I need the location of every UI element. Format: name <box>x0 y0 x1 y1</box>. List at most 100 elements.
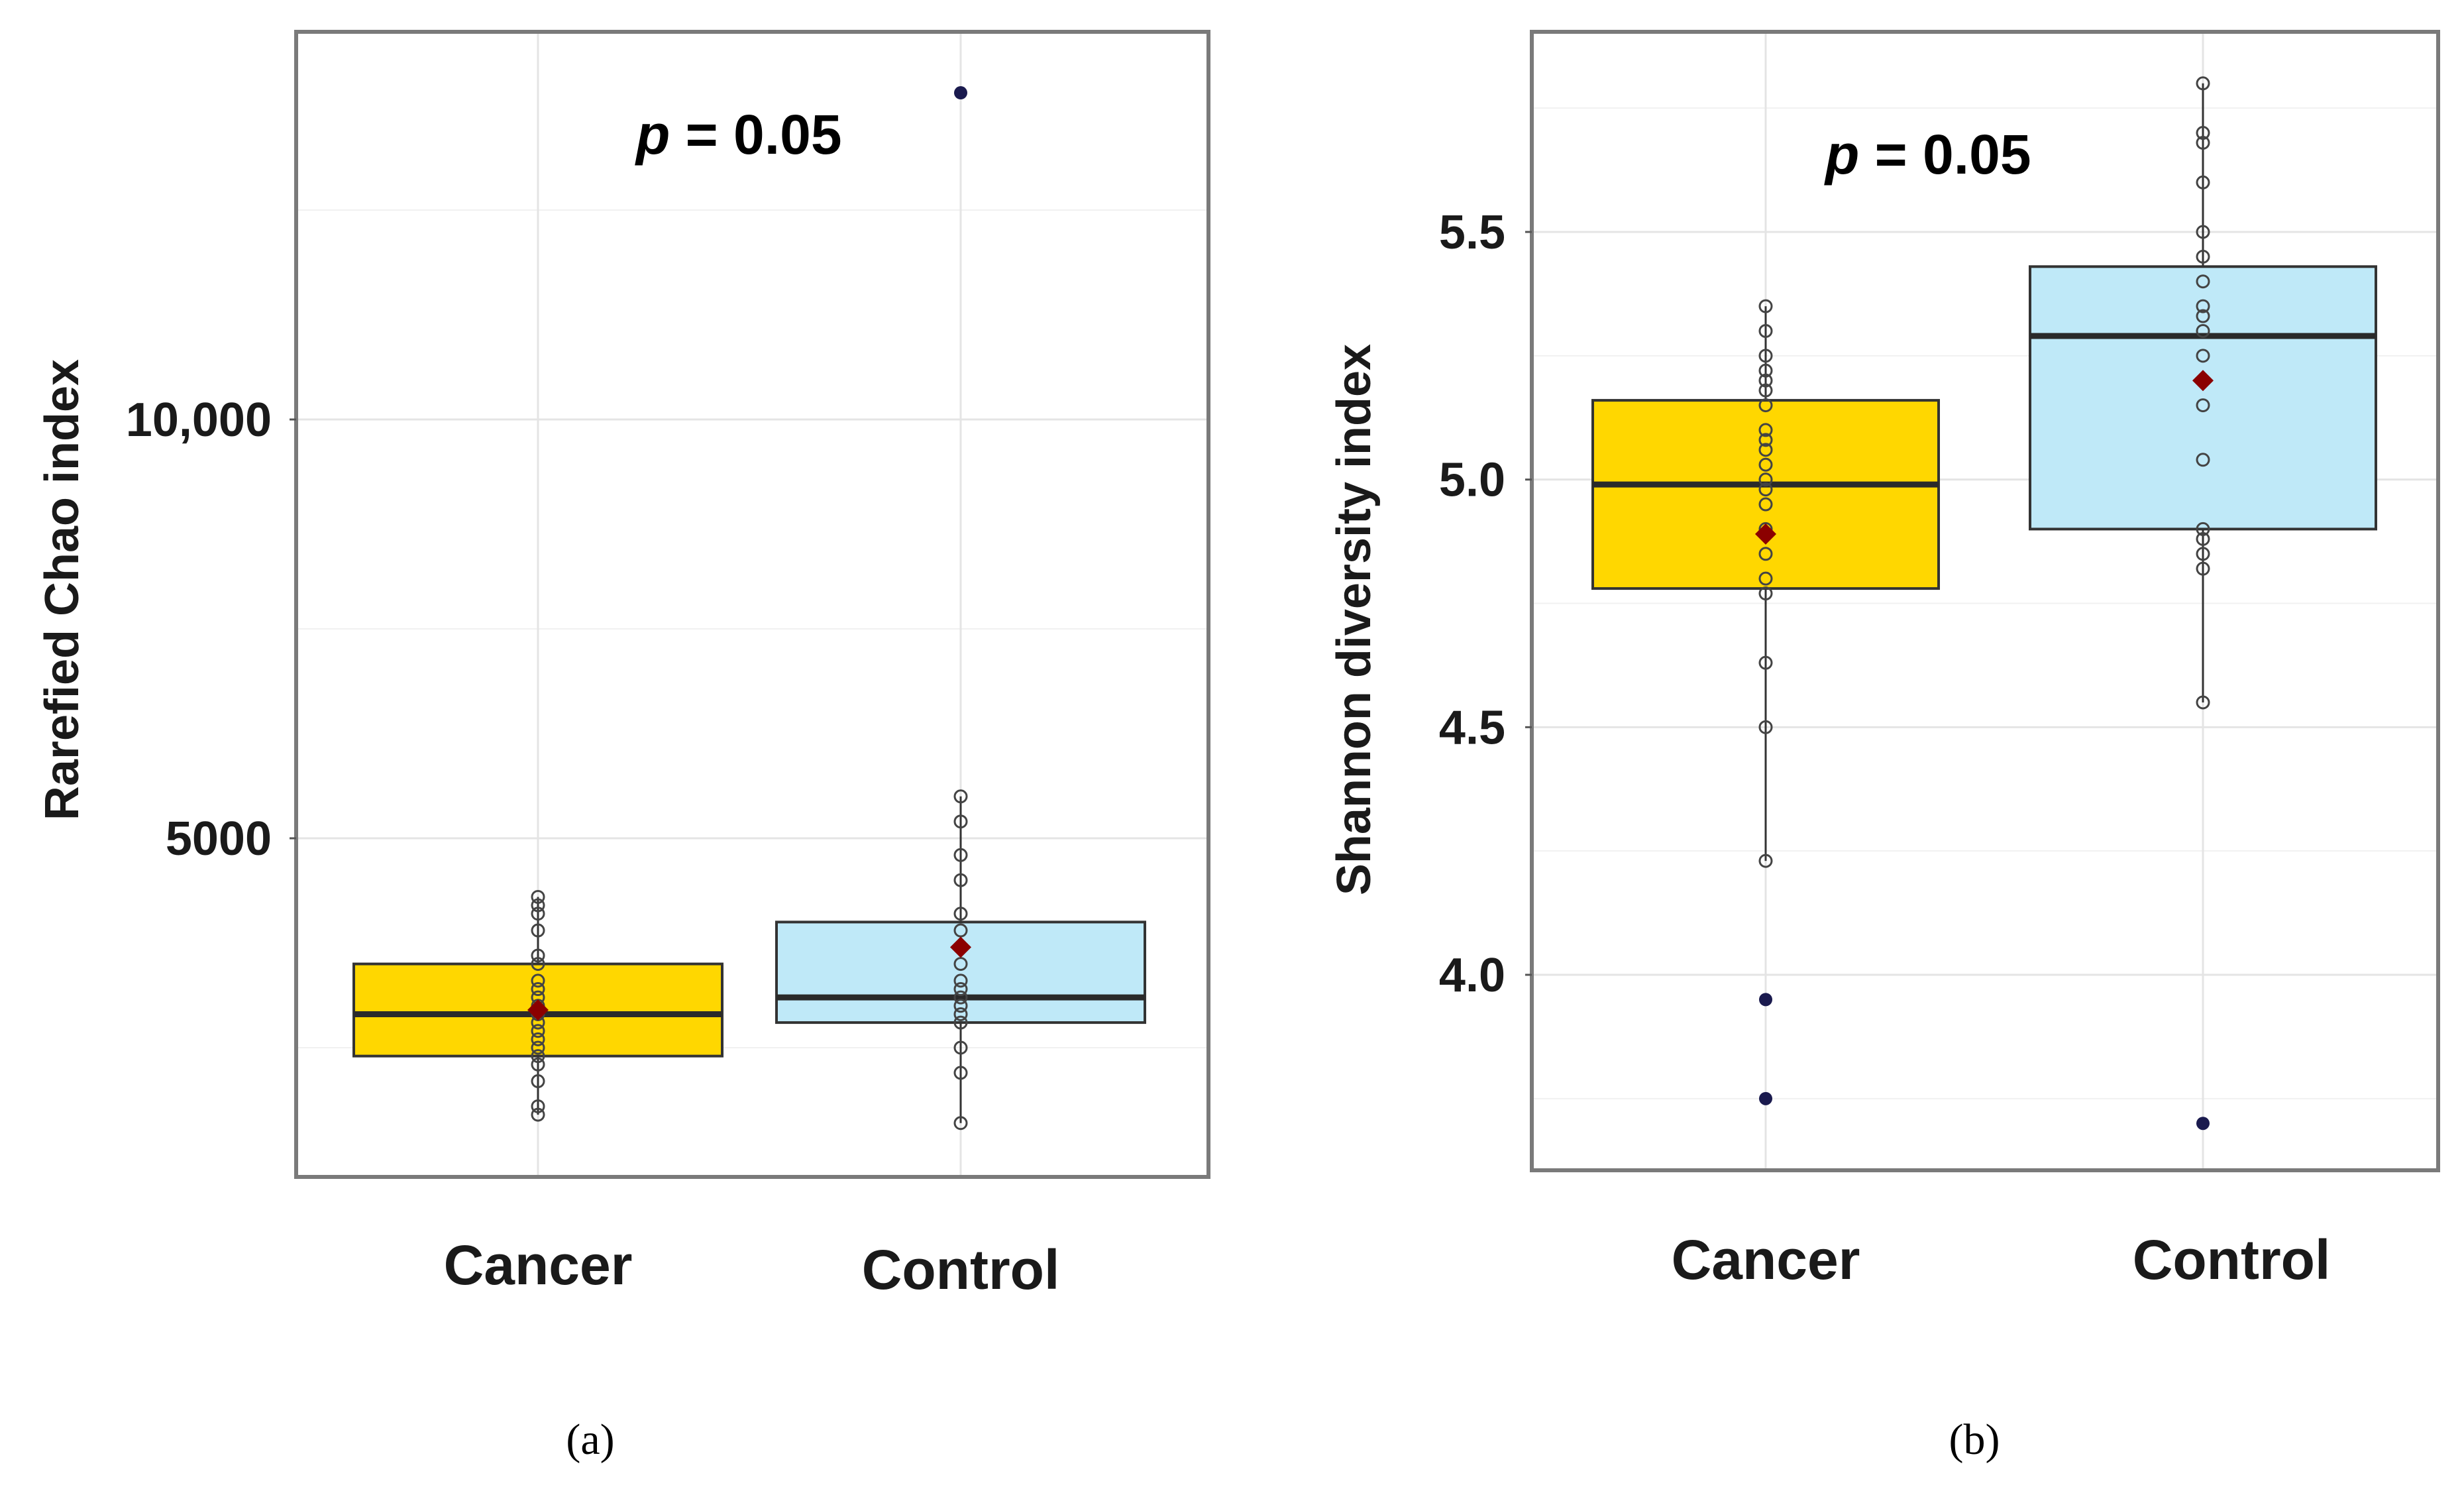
cancer-data-point <box>1758 720 1773 734</box>
cancer-data-point <box>1758 586 1773 601</box>
cancer-data-point <box>1758 423 1773 437</box>
cancer-data-point <box>531 1040 545 1055</box>
control-outlier-point <box>2196 1117 2210 1131</box>
control-data-point <box>953 957 968 971</box>
cancer-data-point <box>1758 571 1773 586</box>
control-data-point <box>2196 175 2210 190</box>
cancer-data-point <box>531 1074 545 1089</box>
control-data-point <box>953 1066 968 1080</box>
cancer-data-point <box>1758 497 1773 512</box>
panel-a-p-value: p = 0.05 <box>635 103 842 166</box>
panel-a-p-symbol: p <box>635 103 670 166</box>
cancer-data-point <box>1758 457 1773 472</box>
control-data-point <box>953 1040 968 1055</box>
cancer-data-point <box>531 982 545 997</box>
cancer-data-point <box>531 1032 545 1046</box>
control-data-point <box>953 982 968 997</box>
cancer-data-point <box>531 1024 545 1038</box>
control-data-point <box>953 907 968 921</box>
panel-b-shannon: 4.0 4.5 5.0 5.5 Shannon diversity index p =… <box>1328 30 2440 1464</box>
control-data-point <box>953 990 968 1005</box>
control-data-point <box>2196 323 2210 338</box>
control-box <box>2029 265 2377 531</box>
control-data-point <box>2196 225 2210 239</box>
control-data-point <box>2196 695 2210 710</box>
control-data-point <box>2196 561 2210 576</box>
cancer-data-point <box>1758 472 1773 487</box>
panel-a-caption: (a) <box>566 1415 614 1464</box>
cancer-data-point <box>1758 373 1773 388</box>
panel-b-y-axis-title: Shannon diversity index <box>1328 344 1381 895</box>
cancer-data-point <box>1758 299 1773 313</box>
y-tick-label: 5.0 <box>1439 454 1505 507</box>
panel-a-category-cancer: Cancer <box>444 1234 633 1296</box>
control-data-point <box>953 848 968 862</box>
control-data-point <box>2196 349 2210 363</box>
control-data-point <box>2196 453 2210 467</box>
panel-b-boxes <box>1591 83 2377 861</box>
panel-b-category-cancer: Cancer <box>1672 1229 1860 1291</box>
panel-b-p-text: = 0.05 <box>1859 123 2031 186</box>
cancer-data-point <box>1758 383 1773 398</box>
cancer-data-point <box>531 948 545 963</box>
cancer-data-point <box>531 1099 545 1113</box>
control-data-point <box>953 1116 968 1131</box>
cancer-data-point <box>1758 547 1773 561</box>
panel-b-frame <box>1530 30 2440 1172</box>
cancer-box <box>1591 399 1940 590</box>
control-data-point <box>953 789 968 804</box>
panel-b-points <box>1755 76 2214 1131</box>
panel-b-grid <box>1532 32 2438 1170</box>
control-data-point <box>2196 249 2210 264</box>
control-data-point <box>2196 274 2210 289</box>
cancer-data-point <box>1758 349 1773 363</box>
cancer-data-point <box>1758 363 1773 378</box>
y-tick-label: 5000 <box>166 812 272 865</box>
cancer-data-point <box>1758 482 1773 497</box>
cancer-data-point <box>531 1057 545 1072</box>
panel-a-category-control: Control <box>862 1239 1060 1301</box>
cancer-data-point <box>531 898 545 913</box>
panel-b-y-ticks: 4.0 4.5 5.0 5.5 <box>1439 206 1532 1002</box>
cancer-outlier-point <box>1759 1091 1772 1105</box>
cancer-data-point <box>531 923 545 938</box>
panel-a-frame <box>294 30 1210 1179</box>
panel-a-boxes <box>352 796 1146 1123</box>
control-data-point <box>953 999 968 1013</box>
control-data-point <box>2196 76 2210 91</box>
cancer-data-point <box>1758 398 1773 413</box>
cancer-data-point <box>531 1049 545 1064</box>
control-data-point <box>2196 309 2210 323</box>
cancer-data-point <box>1758 323 1773 338</box>
cancer-data-point <box>1758 854 1773 868</box>
control-data-point <box>2196 531 2210 546</box>
panel-b-category-control: Control <box>2133 1229 2331 1291</box>
control-data-point <box>953 923 968 938</box>
cancer-mean-marker <box>1755 523 1776 545</box>
cancer-data-point <box>531 1107 545 1122</box>
control-data-point <box>2196 126 2210 140</box>
control-outlier-point <box>954 86 967 100</box>
panel-a-y-ticks: 5000 10,000 <box>126 394 296 865</box>
panel-b-p-value: p = 0.05 <box>1824 123 2031 186</box>
cancer-data-point <box>531 907 545 921</box>
y-tick-label: 4.0 <box>1439 949 1505 1002</box>
cancer-outlier-point <box>1759 993 1772 1007</box>
panel-a-grid <box>296 32 1208 1177</box>
panel-b-p-symbol: p <box>1824 123 1859 186</box>
panel-b-caption: (b) <box>1949 1415 2000 1464</box>
control-mean-marker <box>950 936 971 958</box>
cancer-data-point <box>531 957 545 971</box>
panel-a-p-text: = 0.05 <box>670 103 841 166</box>
cancer-data-point <box>531 889 545 904</box>
cancer-data-point <box>531 973 545 988</box>
cancer-data-point <box>1758 655 1773 670</box>
cancer-mean-marker <box>527 999 549 1021</box>
control-mean-marker <box>2192 370 2214 392</box>
control-data-point <box>953 814 968 829</box>
control-data-point <box>2196 398 2210 413</box>
control-data-point <box>953 1015 968 1030</box>
cancer-data-point <box>1758 443 1773 457</box>
y-tick-label: 10,000 <box>126 394 272 447</box>
